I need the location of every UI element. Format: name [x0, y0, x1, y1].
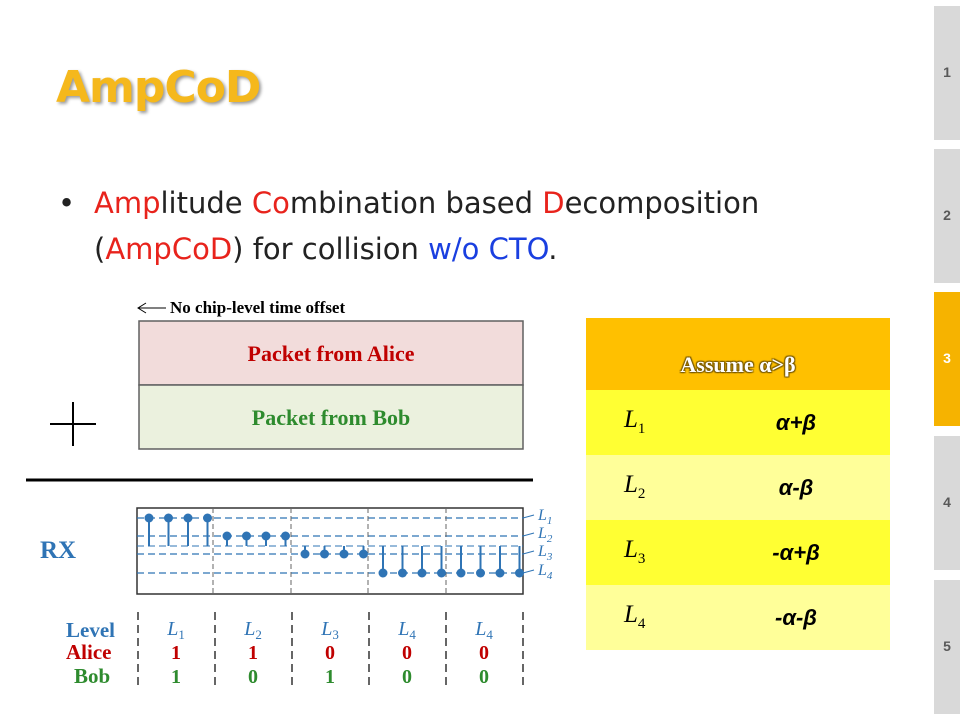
table-level-cell: L2 — [624, 471, 646, 502]
decode-level: L2 — [243, 618, 262, 642]
rx-point — [320, 549, 329, 559]
rx-point — [456, 568, 466, 578]
nav-item-label: 3 — [943, 350, 951, 366]
nav-item-5[interactable]: 5 — [934, 580, 960, 714]
table-header-text: Assume α>β — [680, 352, 796, 377]
decode-alice-bit: 1 — [171, 642, 181, 664]
bullet-segment: ) for collision — [232, 232, 429, 266]
nav-item-label: 4 — [943, 494, 951, 510]
decode-level: L3 — [320, 618, 339, 642]
table-header: Assume α>β — [586, 318, 890, 390]
table-row: L1 α+β — [586, 390, 890, 455]
slide-title: AmpCoD — [56, 62, 261, 113]
decode-bob-bit: 0 — [479, 666, 489, 688]
row-label-alice: Alice — [66, 640, 111, 664]
offset-label: No chip-level time offset — [170, 298, 345, 317]
rx-point — [437, 568, 446, 578]
rx-point — [359, 549, 368, 559]
plus-icon — [50, 402, 96, 446]
rx-plot-frame — [136, 507, 524, 595]
table-value-cell: α-β — [778, 475, 814, 500]
rx-point — [164, 513, 173, 523]
table-level-cell: L4 — [624, 601, 646, 632]
level-label: L4 — [537, 562, 553, 582]
table-level-cell: L3 — [624, 536, 646, 567]
bullet-segment: ecomposition — [564, 186, 760, 220]
decode-level: L4 — [397, 618, 416, 642]
bullet-segment: Co — [251, 186, 290, 220]
level-label: L1 — [537, 507, 552, 527]
bullet-segment: Amp — [94, 186, 161, 220]
nav-item-1[interactable]: 1 — [934, 6, 960, 140]
table-level-cell: L1 — [624, 406, 646, 437]
bullet-segment: mbination based — [289, 186, 543, 220]
bullet-segment: ( — [94, 232, 106, 266]
nav-item-2[interactable]: 2 — [934, 149, 960, 283]
nav-item-3[interactable]: 3 — [934, 292, 960, 426]
table-value-cell: -α+β — [772, 540, 820, 565]
bullet-segment: litude — [160, 186, 252, 220]
rx-point — [515, 568, 524, 578]
bullet-line-1: Amplitude Combination based Decompositio… — [58, 180, 908, 226]
collision-figure: No chip-level time offset Packet from Al… — [26, 298, 553, 690]
rx-point — [144, 513, 154, 523]
decode-alice-bit: 0 — [325, 642, 335, 664]
table-row: L3 -α+β — [586, 520, 890, 585]
decode-bob-bit: 1 — [325, 666, 335, 688]
table-row: L4 -α-β — [586, 585, 890, 650]
rx-point — [398, 568, 407, 578]
rx-point — [476, 568, 485, 578]
decode-alice-bit: 0 — [402, 642, 412, 664]
rx-point — [281, 531, 290, 541]
level-leader — [522, 569, 535, 574]
bullet-segment: . — [548, 232, 558, 266]
decode-bob-bit: 0 — [248, 666, 258, 688]
packet-bob-label: Packet from Bob — [252, 405, 410, 430]
table-value-cell: -α-β — [775, 605, 817, 630]
decode-bob-bit: 0 — [402, 666, 412, 688]
level-leader — [522, 514, 535, 519]
rx-point — [378, 568, 388, 578]
decode-alice-bit: 0 — [479, 642, 489, 664]
bullet-dot: • — [58, 186, 76, 220]
packet-bob-box — [138, 384, 524, 450]
rx-point — [203, 513, 212, 523]
rx-label: RX — [40, 537, 76, 564]
bullet-segment: AmpCoD — [105, 232, 233, 266]
table-value-cell: α+β — [775, 410, 817, 435]
packet-alice-label: Packet from Alice — [248, 341, 415, 366]
nav-item-4[interactable]: 4 — [934, 436, 960, 570]
decode-level: L1 — [166, 618, 185, 642]
rx-point — [242, 531, 251, 541]
table-row: L2 α-β — [586, 455, 890, 520]
rx-point — [417, 568, 427, 578]
rx-point — [261, 531, 271, 541]
bullet-line-2: (AmpCoD) for collision w/o CTO. — [58, 226, 908, 272]
rx-point — [183, 513, 193, 523]
level-label: L2 — [537, 525, 553, 545]
rx-point — [300, 549, 310, 559]
nav-item-label: 5 — [943, 638, 951, 654]
bullet-item: • Amplitude Combination based Decomposit… — [58, 180, 908, 272]
nav-item-label: 1 — [943, 64, 951, 80]
bullet-segment: D — [542, 186, 565, 220]
level-label: L3 — [537, 543, 553, 563]
decode-alice-bit: 1 — [248, 642, 258, 664]
rx-point — [222, 531, 232, 541]
offset-arrow-icon — [137, 302, 166, 314]
bullet-segment: w/o CTO — [428, 232, 549, 266]
rx-point — [495, 568, 505, 578]
row-label-level: Level — [66, 618, 115, 642]
decode-bob-bit: 1 — [171, 666, 181, 688]
level-leader — [522, 550, 535, 555]
nav-item-label: 2 — [943, 207, 951, 223]
decode-level: L4 — [474, 618, 493, 642]
level-leader — [522, 532, 535, 537]
level-table: Assume α>β L1 α+β L2 α-β L3 -α+β L4 -α-β — [586, 318, 890, 650]
rx-point — [339, 549, 349, 559]
row-label-bob: Bob — [74, 664, 110, 688]
